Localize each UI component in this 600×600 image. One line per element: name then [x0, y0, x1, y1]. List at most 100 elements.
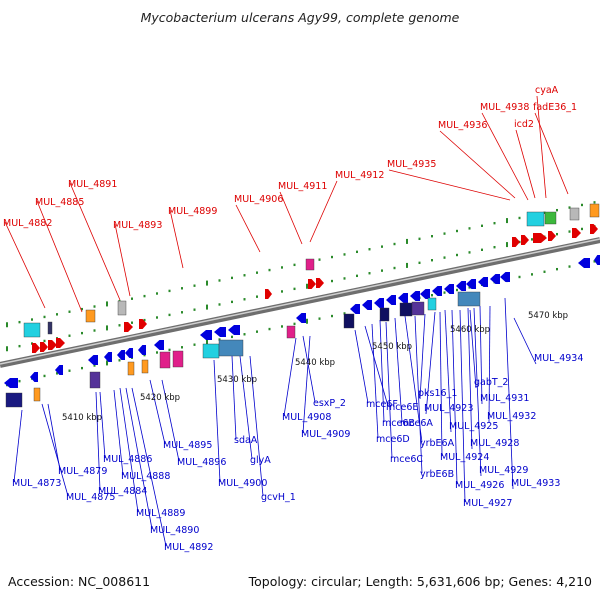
forward-gene-arrow — [512, 237, 520, 247]
gene-block-purple — [411, 301, 425, 316]
leader-line — [444, 309, 452, 433]
leader-line — [113, 389, 124, 476]
gene-label: yrbE6B — [420, 469, 454, 480]
gene-label: esxP_2 — [313, 398, 346, 409]
gene-label: MUL_4882 — [3, 218, 52, 229]
leader-line — [536, 95, 547, 199]
reverse-gene-arrow — [138, 345, 146, 355]
reverse-gene-arrow — [444, 284, 454, 294]
gene-label: mce6F — [366, 399, 398, 410]
gene-block-cyan — [202, 343, 220, 359]
leader-line — [69, 182, 121, 301]
reverse-gene-arrow — [104, 352, 112, 362]
gene-label: MUL_4896 — [177, 457, 226, 468]
gene-label: MUL_4923 — [424, 403, 473, 414]
leader-line — [95, 391, 101, 491]
gene-label: pks16_1 — [418, 388, 457, 399]
forward-gene-arrow — [124, 322, 133, 332]
forward-gene-arrow — [56, 338, 65, 348]
reverse-gene-arrow — [374, 298, 384, 308]
gene-label: MUL_4936 — [438, 120, 487, 131]
leader-line — [213, 359, 221, 483]
map-title: Mycobacterium ulcerans Agy99, complete g… — [141, 10, 460, 25]
gene-label: MUL_4935 — [387, 159, 436, 170]
forward-gene-arrow — [590, 224, 598, 234]
topology-text: Topology: circular; Length: 5,631,606 bp… — [248, 574, 592, 589]
gene-block-magenta — [286, 325, 296, 339]
gene-label: MUL_4933 — [511, 478, 560, 489]
gene-block-magenta — [305, 258, 315, 271]
leader-line — [231, 355, 237, 440]
leader-line — [99, 391, 106, 459]
leader-line — [36, 200, 83, 313]
gene-label: MUL_4928 — [470, 438, 519, 449]
scale-label: 5410 kbp — [62, 413, 102, 423]
leader-line — [414, 315, 423, 474]
gene-label: mce6B — [382, 418, 415, 429]
leader-line — [385, 321, 393, 459]
forward-gene-arrow — [533, 233, 547, 243]
reverse-gene-arrow — [594, 255, 600, 265]
gene-block-navy — [5, 392, 23, 408]
gene-features — [4, 203, 600, 408]
gene-label: MUL_4891 — [68, 179, 117, 190]
leader-line — [41, 403, 69, 497]
forward-gene-arrow — [572, 228, 581, 238]
gene-label: MUL_4912 — [335, 170, 384, 181]
leader-line — [125, 387, 153, 530]
leader-line — [473, 307, 482, 477]
gene-block-cyan — [526, 211, 545, 227]
leader-line — [131, 387, 167, 547]
forward-gene-arrow — [40, 342, 48, 352]
leader-line — [459, 309, 466, 503]
gene-label: MUL_4899 — [168, 206, 217, 217]
gene-label: MUL_4888 — [121, 471, 170, 482]
reverse-gene-arrow — [490, 274, 500, 284]
gene-label: mce6D — [376, 434, 410, 445]
leader-line — [364, 325, 389, 407]
reverse-gene-arrow — [214, 327, 226, 337]
gene-label: MUL_4900 — [218, 478, 267, 489]
reverse-gene-arrow — [420, 289, 430, 299]
gene-label: sdaA — [234, 435, 258, 446]
gene-label: MUL_4873 — [12, 478, 61, 489]
leader-line — [235, 204, 261, 253]
gene-label: MUL_4911 — [278, 181, 327, 192]
gene-label: fadE36_1 — [533, 102, 577, 113]
gene-label: mce6C — [390, 454, 423, 465]
gene-block-orange — [127, 361, 135, 376]
gene-label: MUL_4885 — [35, 197, 84, 208]
gene-label: MUL_4890 — [150, 525, 199, 536]
reverse-gene-arrow — [410, 291, 420, 301]
gene-label: MUL_4927 — [463, 498, 512, 509]
leader-line — [439, 311, 443, 457]
gene-labels: 5410 kbp 5420 kbp 5430 kbp 5440 kbp 5450 kbp… — [3, 85, 583, 553]
accession-text: Accession: NC_008611 — [8, 574, 150, 589]
reverse-gene-arrow — [4, 378, 18, 388]
leader-line — [279, 191, 303, 245]
gene-label: MUL_4924 — [440, 452, 489, 463]
gene-block-navy — [343, 313, 355, 329]
leader-line — [354, 329, 369, 404]
leader-line — [309, 180, 338, 243]
leader-line — [283, 337, 297, 417]
gene-label: mce6A — [400, 418, 433, 429]
leader-line — [302, 335, 316, 403]
gene-label: MUL_4884 — [98, 486, 147, 497]
reverse-gene-arrow — [398, 293, 408, 303]
gene-label: MUL_4908 — [282, 412, 331, 423]
leader-line — [419, 313, 426, 400]
reverse-gene-arrow — [125, 348, 133, 358]
gene-label: glyA — [250, 455, 271, 466]
gene-label: yrbE6A — [420, 438, 455, 449]
gene-label: MUL_4931 — [480, 393, 529, 404]
reverse-gene-arrow — [117, 350, 125, 360]
reverse-gene-arrow — [500, 272, 510, 282]
gene-block-orange — [85, 309, 96, 323]
gene-label: MUL_4889 — [136, 508, 185, 519]
reverse-gene-arrow — [296, 313, 306, 323]
reverse-gene-arrow — [466, 279, 476, 289]
scale-label: 5470 kbp — [528, 311, 568, 321]
leader-line — [119, 387, 139, 513]
